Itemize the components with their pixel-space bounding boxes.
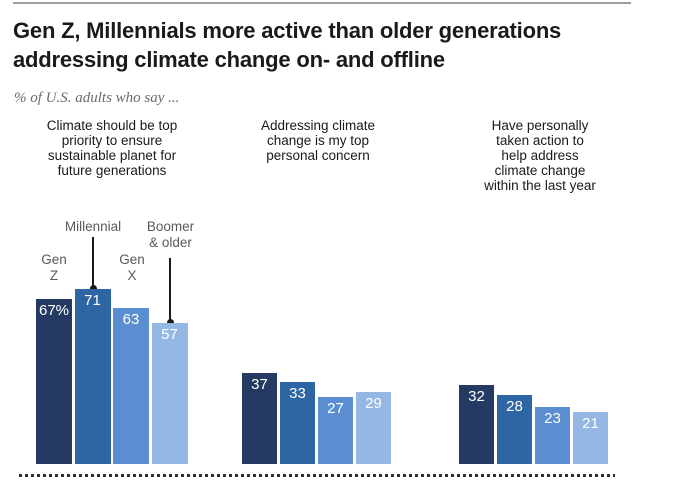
page-title: Gen Z, Millennials more active than olde…	[13, 18, 562, 72]
bar-group2-boomer-older: 29	[356, 392, 391, 464]
bar-group3-millennial: 28	[497, 395, 532, 464]
legend-label-millennial: Millennial	[64, 219, 122, 234]
bar-group1-millennial: 71	[74, 289, 111, 464]
boomer-leader-line	[169, 258, 171, 322]
bar-group1-gen-x: 63	[113, 308, 149, 464]
bar-group2-gen-x: 27	[318, 397, 353, 464]
boomer-leader-dot	[167, 319, 174, 326]
millennial-leader-dot	[90, 285, 97, 292]
bar-group2-gen-z: 37	[242, 373, 277, 464]
top-divider	[13, 2, 631, 4]
legend-label-gen-z: Gen Z	[41, 252, 67, 283]
legend-label-gen-x: Gen X	[119, 252, 145, 283]
bar-value-label: 32	[468, 388, 485, 405]
bar-value-label: 63	[122, 311, 140, 328]
group-header-personal-concern: Addressing climate change is my top pers…	[260, 118, 376, 163]
bar-value-label: 37	[251, 376, 268, 393]
legend-label-boomer-older: Boomer & older	[146, 219, 195, 250]
bar-value-label: 57	[161, 326, 178, 343]
bar-group3-gen-x: 23	[535, 407, 570, 464]
bar-value-label: 27	[327, 400, 344, 417]
bar-value-label: 21	[582, 415, 599, 432]
millennial-leader-line	[92, 237, 94, 288]
bar-group3-boomer-older: 21	[573, 412, 608, 464]
bar-group1-gen-z: 67%	[36, 299, 72, 464]
bar-group2-millennial: 33	[280, 382, 315, 464]
bar-value-label: 29	[365, 395, 382, 412]
bar-group3-gen-z: 32	[459, 385, 494, 464]
bar-value-label: 23	[544, 410, 561, 427]
group-header-taken-action: Have personally taken action to help add…	[484, 118, 596, 193]
bottom-dotted-divider	[19, 474, 615, 477]
bar-group1-boomer-older: 57	[151, 323, 188, 464]
group-header-climate-priority: Climate should be top priority to ensure…	[46, 118, 178, 178]
bar-value-label: 71	[84, 292, 101, 309]
bar-value-label: 33	[289, 385, 306, 402]
bar-value-label: 67%	[38, 302, 70, 319]
bar-value-label: 28	[506, 398, 523, 415]
chart-subtitle: % of U.S. adults who say ...	[14, 90, 180, 106]
